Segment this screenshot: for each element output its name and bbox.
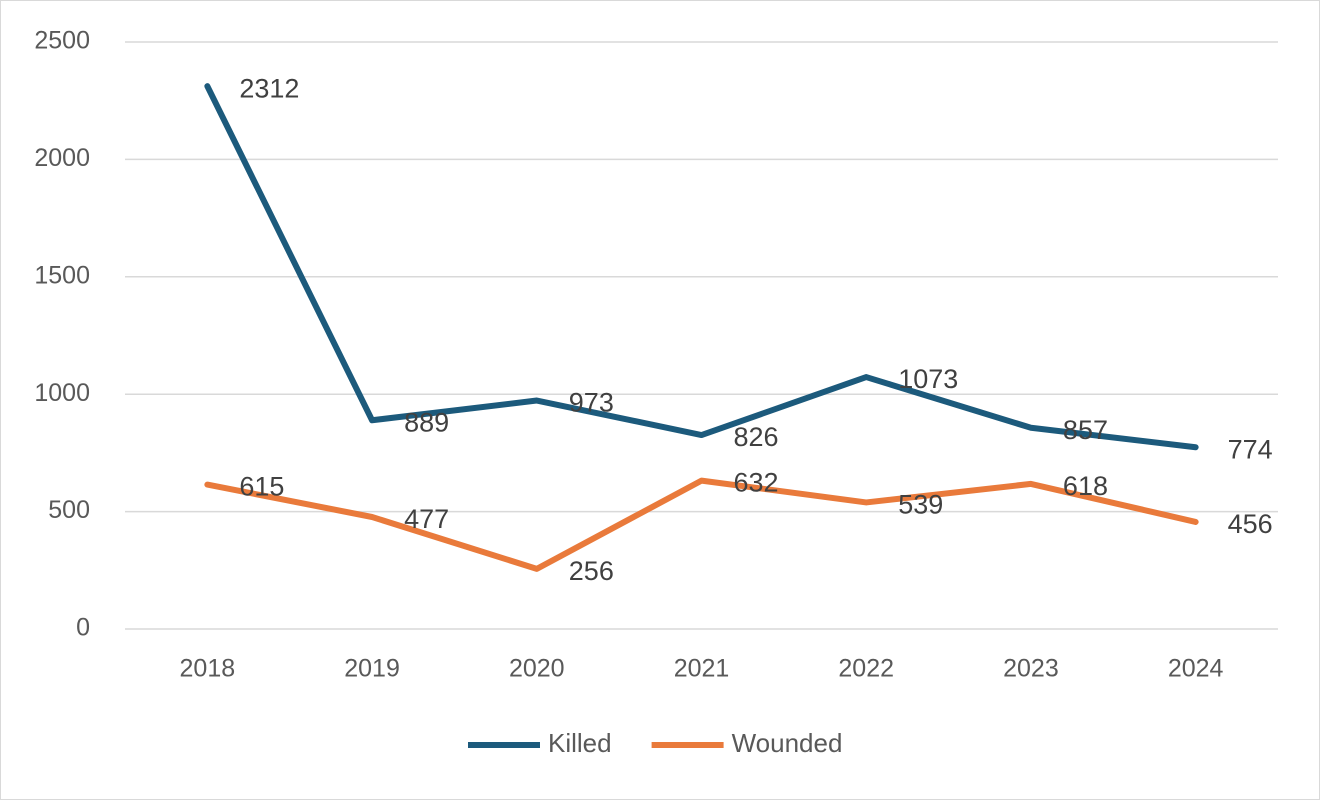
y-tick-label: 0: [76, 614, 90, 642]
y-tick-label: 500: [48, 496, 90, 524]
data-label: 2312: [239, 73, 299, 103]
y-tick-label: 1500: [34, 261, 90, 289]
data-label: 632: [734, 468, 779, 498]
y-tick-label: 2000: [34, 144, 90, 172]
x-tick-label: 2020: [509, 655, 565, 683]
data-label: 477: [404, 504, 449, 534]
data-label: 1073: [898, 364, 958, 394]
line-series: [204, 83, 1199, 451]
data-label: 456: [1228, 509, 1273, 539]
data-label: 615: [239, 472, 284, 502]
data-label: 973: [569, 388, 614, 418]
data-label: 889: [404, 407, 449, 437]
y-tick-label: 1000: [34, 379, 90, 407]
data-label: 256: [569, 556, 614, 586]
x-tick-label: 2019: [344, 655, 400, 683]
data-label: 857: [1063, 415, 1108, 445]
x-tick-label: 2022: [838, 655, 894, 683]
y-tick-label: 2500: [34, 27, 90, 55]
line-series: [204, 477, 1199, 572]
x-tick-label: 2018: [180, 655, 236, 683]
data-label: 774: [1228, 434, 1273, 464]
x-tick-label: 2024: [1168, 655, 1224, 683]
legend-label: Wounded: [732, 728, 843, 758]
x-tick-label: 2021: [674, 655, 730, 683]
data-label: 826: [734, 422, 779, 452]
data-label: 539: [898, 490, 943, 520]
data-label: 618: [1063, 471, 1108, 501]
legend-label: Killed: [548, 728, 612, 758]
x-tick-label: 2023: [1003, 655, 1059, 683]
